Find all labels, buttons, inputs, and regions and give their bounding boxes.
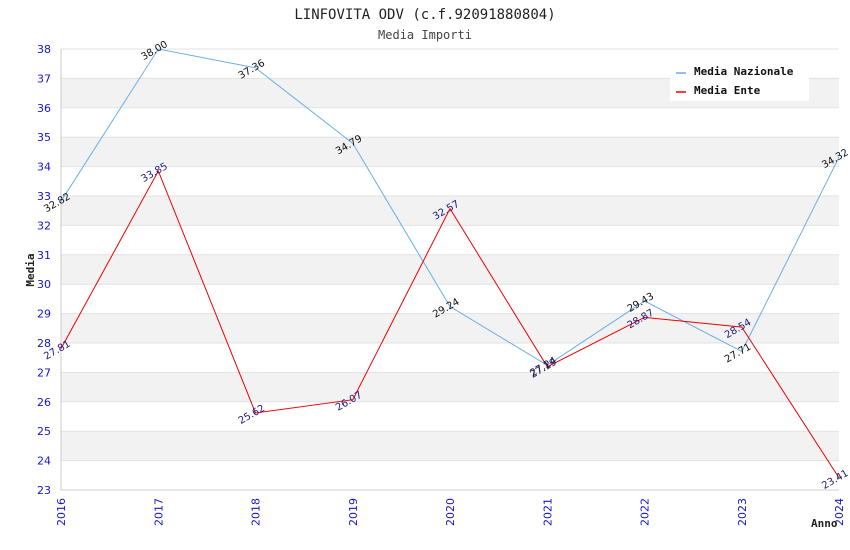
grid-band — [61, 196, 839, 226]
data-label: 25.62 — [237, 403, 267, 427]
y-tick-label: 25 — [37, 425, 51, 438]
y-tick-label: 33 — [37, 190, 51, 203]
y-tick-label: 28 — [37, 337, 51, 350]
y-tick-labels: 23 24 25 26 27 28 29 30 31 32 33 34 35 36 37 38 — [37, 43, 51, 497]
x-axis-label: Anno — [811, 517, 838, 530]
x-tick-labels: 2016 2017 2018 2019 2020 2021 2022 2023 2024 — [55, 498, 846, 526]
x-tick-label: 2018 — [250, 498, 263, 526]
y-tick-label: 36 — [37, 102, 51, 115]
y-tick-label: 32 — [37, 219, 51, 232]
y-tick-label: 37 — [37, 72, 51, 85]
y-tick-label: 24 — [37, 455, 51, 468]
y-tick-label: 34 — [37, 161, 51, 174]
axes — [60, 49, 839, 491]
x-tick-label: 2017 — [152, 498, 165, 526]
x-tick-label: 2020 — [444, 498, 457, 526]
grid-bands — [61, 78, 839, 461]
y-tick-label: 30 — [37, 278, 51, 291]
x-tick-label: 2019 — [347, 498, 360, 526]
x-tick-label: 2022 — [639, 498, 652, 526]
y-tick-label: 29 — [37, 308, 51, 321]
grid-band — [61, 431, 839, 461]
chart-title: LINFOVITA ODV (c.f.92091880804) — [294, 7, 555, 23]
y-axis-label: Media — [24, 253, 37, 286]
grid-band — [61, 313, 839, 343]
y-tick-label: 35 — [37, 131, 51, 144]
data-label: 38.00 — [139, 39, 169, 63]
grid-lines — [61, 48, 839, 491]
grid-band — [61, 137, 839, 167]
legend-label-media-ente: Media Ente — [694, 84, 761, 97]
series-lines — [60, 48, 840, 479]
x-tick-label: 2016 — [55, 498, 68, 526]
series-line-media-ente — [60, 169, 840, 479]
y-tick-label: 38 — [37, 43, 51, 56]
legend-label-media-nazionale: Media Nazionale — [694, 65, 794, 78]
x-tick-label: 2021 — [541, 498, 554, 526]
grid-band — [61, 254, 839, 285]
legend-box — [670, 61, 809, 101]
y-tick-label: 26 — [37, 396, 51, 409]
chart-subtitle: Media Importi — [378, 28, 472, 42]
y-tick-label: 27 — [37, 366, 51, 379]
x-tick-label: 2023 — [736, 498, 749, 526]
y-tick-label: 31 — [37, 249, 51, 262]
legend: Media Nazionale Media Ente — [670, 61, 809, 101]
y-tick-label: 23 — [37, 484, 51, 497]
data-label: 27.71 — [723, 342, 753, 366]
grid-band — [61, 372, 839, 402]
series-line-media-nazionale — [60, 48, 840, 366]
x-tick-label: 2024 — [833, 498, 846, 526]
